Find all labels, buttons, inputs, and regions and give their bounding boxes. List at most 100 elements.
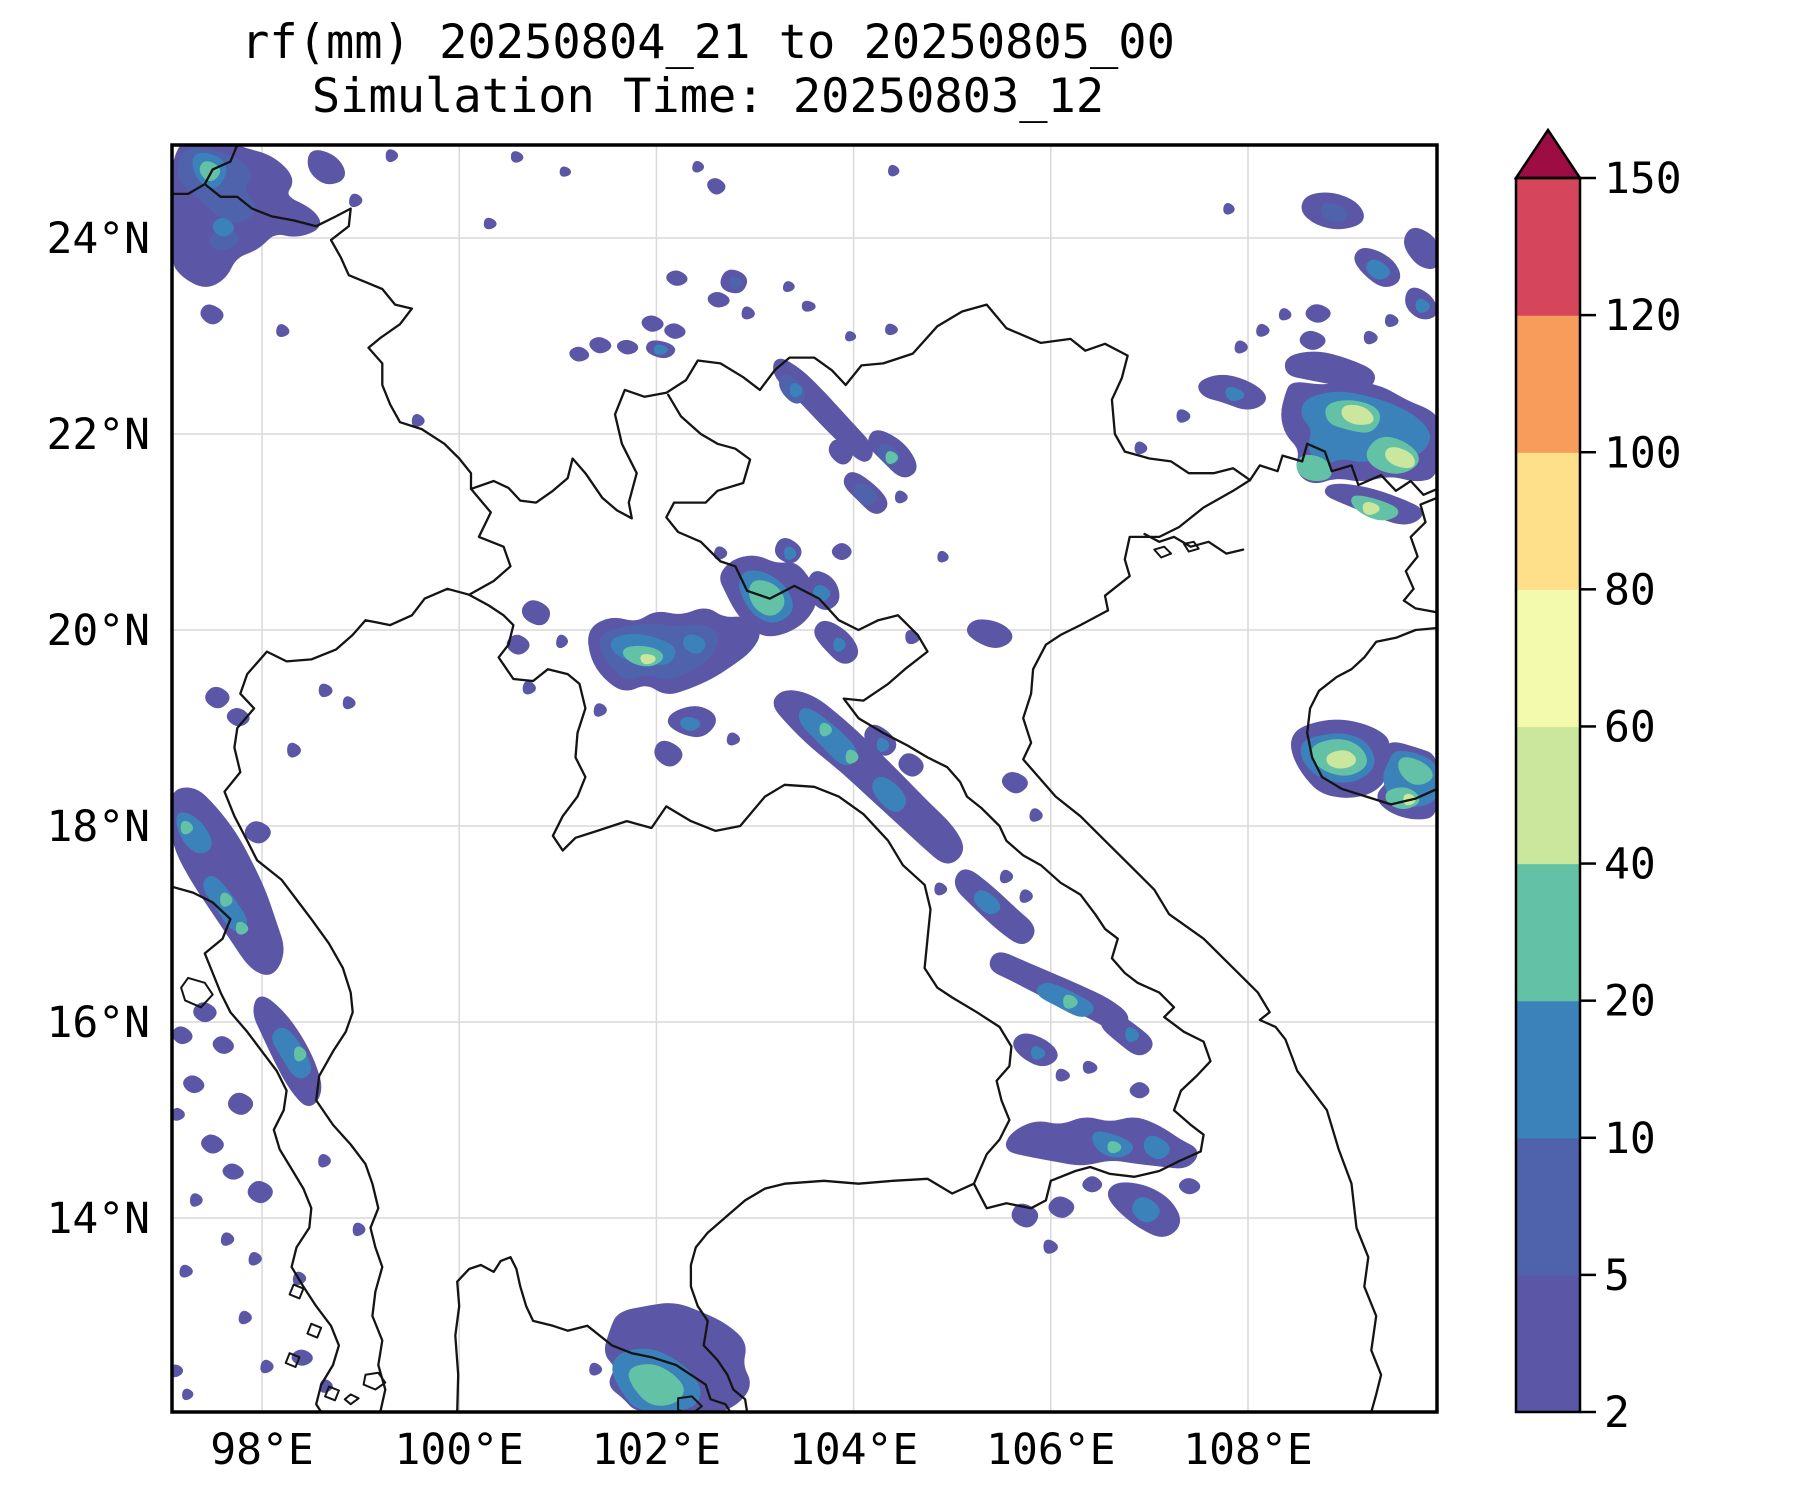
rain-contour-level-2 bbox=[934, 882, 948, 896]
island-outline bbox=[343, 1393, 360, 1406]
x-tick-label: 106°E bbox=[986, 1425, 1115, 1475]
rain-contour-level-10 bbox=[1225, 386, 1245, 402]
island-outline bbox=[180, 976, 214, 1009]
map-frame bbox=[170, 143, 1439, 1414]
border-coastline bbox=[467, 487, 512, 596]
rain-contour-level-10 bbox=[653, 344, 668, 355]
rain-contour-level-2 bbox=[1011, 1203, 1039, 1228]
rain-contour-level-2 bbox=[726, 732, 740, 746]
border-coastline bbox=[1402, 496, 1437, 614]
rain-contour-level-2 bbox=[227, 1092, 254, 1115]
colorbar-segment bbox=[1516, 452, 1580, 590]
rain-contour-level-2 bbox=[1129, 1082, 1150, 1099]
border-coastline bbox=[454, 1256, 732, 1412]
rain-contour-level-40 bbox=[640, 654, 656, 665]
rain-contour-level-2 bbox=[352, 1222, 366, 1237]
rain-contour-level-2 bbox=[238, 1310, 252, 1325]
rain-contour-level-2 bbox=[666, 270, 688, 286]
rain-contour-level-10 bbox=[784, 546, 797, 560]
rain-contour-level-2 bbox=[894, 490, 908, 504]
rain-contour-level-2 bbox=[556, 634, 568, 649]
gridlines-layer bbox=[172, 145, 1437, 1412]
rain-contour-level-20 bbox=[845, 749, 859, 764]
rain-contour-level-2 bbox=[569, 346, 590, 362]
rain-contour-level-2 bbox=[1019, 889, 1033, 903]
rain-contour-level-10 bbox=[974, 890, 1001, 915]
rain-contour-level-20 bbox=[180, 820, 194, 835]
colorbar-tick-label: 40 bbox=[1604, 840, 1656, 890]
rain-contour-level-2 bbox=[559, 166, 572, 177]
colorbar-segment bbox=[1516, 863, 1580, 1002]
plot-title-line1: rf(mm) 20250804_21 to 20250805_00 bbox=[241, 15, 1175, 70]
rain-contour-level-2 bbox=[483, 217, 497, 230]
border-coastline bbox=[223, 587, 471, 1412]
rain-contour-level-20 bbox=[1063, 994, 1078, 1009]
rain-contour-level-10 bbox=[833, 637, 846, 652]
rain-contour-level-2 bbox=[247, 1181, 273, 1203]
colorbar-tick-label: 20 bbox=[1604, 977, 1656, 1027]
rain-contour-level-20 bbox=[235, 921, 249, 935]
rain-contour-level-2 bbox=[522, 680, 536, 695]
rain-contour-level-2 bbox=[782, 281, 795, 293]
rain-contour-level-20 bbox=[1398, 757, 1433, 785]
island-outline bbox=[306, 1322, 323, 1339]
rain-contour-level-2 bbox=[510, 151, 524, 163]
rain-contour-level-10 bbox=[1366, 259, 1390, 280]
colorbar-tick-label: 5 bbox=[1604, 1251, 1630, 1301]
rain-contour-level-2 bbox=[654, 740, 683, 767]
country-borders-layer bbox=[172, 145, 1437, 1412]
island-outline bbox=[677, 1395, 703, 1412]
plot-title-line2: Simulation Time: 20250803_12 bbox=[312, 69, 1104, 124]
rain-contour-level-2 bbox=[307, 150, 345, 185]
rain-contour-level-10 bbox=[872, 776, 906, 812]
rain-contour-level-2 bbox=[593, 703, 607, 717]
rain-contour-level-2 bbox=[692, 160, 704, 173]
rain-contour-level-2 bbox=[226, 708, 250, 727]
rain-contour-level-2 bbox=[888, 164, 900, 177]
rain-contour-level-2 bbox=[885, 323, 898, 336]
rain-contour-level-2 bbox=[182, 1388, 194, 1401]
rain-contour-level-2 bbox=[1404, 227, 1437, 269]
rain-contour-level-2 bbox=[589, 337, 612, 354]
rain-contour-level-10 bbox=[813, 585, 831, 602]
y-tick-label: 24°N bbox=[46, 214, 150, 264]
rain-contour-level-2 bbox=[713, 546, 728, 560]
rain-contour-level-2 bbox=[828, 439, 853, 465]
rain-contour-level-5 bbox=[1320, 203, 1348, 223]
rain-contour-level-2 bbox=[179, 1264, 193, 1278]
rain-contour-level-2 bbox=[966, 619, 1013, 648]
border-coastline bbox=[172, 885, 341, 1412]
y-tick-label: 16°N bbox=[46, 998, 150, 1048]
rain-contour-level-2 bbox=[845, 331, 857, 342]
x-tick-label: 108°E bbox=[1183, 1425, 1312, 1475]
rain-contour-level-20 bbox=[220, 892, 233, 907]
rain-contour-level-2 bbox=[1178, 1178, 1201, 1195]
colorbar-tick-label: 80 bbox=[1604, 565, 1656, 615]
rain-contour-level-2 bbox=[172, 1364, 184, 1378]
colorbar-tick-label: 150 bbox=[1604, 154, 1682, 204]
colorbar-over-arrow bbox=[1513, 127, 1583, 180]
colorbar-segment bbox=[1516, 1274, 1580, 1413]
border-coastline bbox=[203, 145, 1252, 520]
y-tick-label: 20°N bbox=[46, 606, 150, 656]
rain-contour-level-2 bbox=[616, 339, 639, 355]
rain-contour-level-40 bbox=[1326, 750, 1356, 769]
x-axis-labels: 98°E 100°E 102°E 104°E 106°E 108°E bbox=[210, 1425, 1313, 1475]
rain-contour-level-40 bbox=[1362, 502, 1380, 515]
island-outline bbox=[288, 1283, 305, 1300]
rain-contour-level-10 bbox=[1415, 298, 1430, 313]
y-axis-labels: 14°N 16°N 18°N 20°N 22°N 24°N bbox=[46, 214, 150, 1244]
rain-contour-level-2 bbox=[291, 1349, 313, 1366]
rain-contour-level-2 bbox=[521, 600, 550, 626]
rain-contour-level-2 bbox=[1278, 308, 1292, 321]
rain-contour-level-2 bbox=[411, 414, 425, 427]
colorbar-segment bbox=[1516, 1000, 1580, 1139]
rain-contour-level-10 bbox=[212, 218, 234, 237]
rain-contour-level-10 bbox=[1030, 1046, 1046, 1060]
rain-contour-level-40 bbox=[1341, 404, 1374, 425]
x-tick-label: 98°E bbox=[210, 1425, 314, 1475]
rain-contour-level-10 bbox=[1132, 1197, 1160, 1223]
rain-contour-level-20 bbox=[199, 161, 221, 181]
rain-contour-level-2 bbox=[200, 304, 224, 325]
